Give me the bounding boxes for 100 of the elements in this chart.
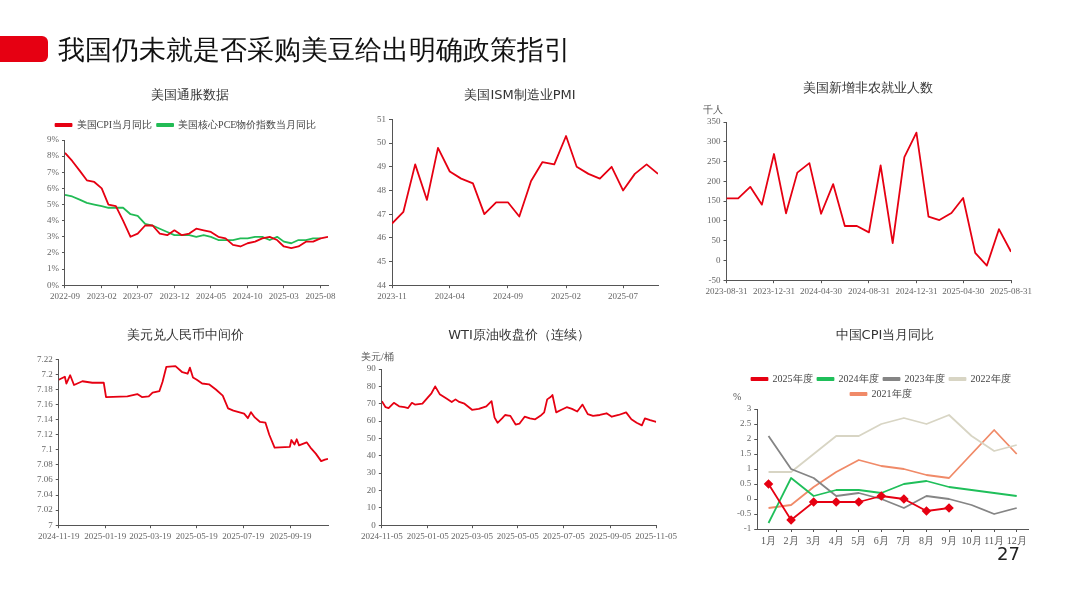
- x-tick-label: 2025-05-19: [175, 530, 219, 541]
- y-tick-label: 0.5: [740, 478, 752, 489]
- x-tick-label: 12月: [1006, 534, 1027, 546]
- x-tick-label: 8月: [918, 534, 934, 546]
- point: [899, 494, 909, 504]
- y-tick-label: 7.2: [41, 368, 53, 379]
- y-tick-label: 50: [366, 432, 377, 443]
- x-tick-label: 2025-09-19: [269, 530, 313, 541]
- chart-title: 美国新增非农就业人数: [801, 79, 934, 97]
- y-tick-label: 48: [377, 184, 387, 195]
- y-tick-label: 7%: [47, 166, 60, 177]
- y-axis-title: 千人: [703, 103, 723, 115]
- x-tick-label: 4月: [828, 534, 844, 546]
- point: [944, 503, 954, 513]
- y-tick-label: 7.14: [37, 414, 54, 425]
- x-tick-label: 2023-12-31: [752, 285, 795, 296]
- y-tick-label: -0.5: [737, 508, 752, 519]
- x-tick-label: 2023-08-31: [705, 285, 748, 296]
- y-tick-label: 49: [377, 161, 387, 172]
- x-tick-label: 2025-02: [551, 290, 582, 301]
- point: [786, 515, 796, 525]
- y-tick-label: 0: [746, 493, 752, 504]
- y-tick-label: 7.18: [37, 383, 54, 394]
- x-tick-label: 2025-08: [305, 290, 337, 301]
- y-tick-label: 60: [366, 415, 377, 426]
- legend-label: 美国核心PCE物价指数当月同比: [178, 118, 317, 130]
- y-tick-label: -1: [743, 523, 752, 534]
- point: [854, 497, 864, 507]
- y-tick-label: 1%: [47, 263, 60, 274]
- x-tick-label: 10月: [961, 534, 982, 546]
- y-tick-label: 6%: [47, 182, 60, 193]
- y-tick-label: 40: [366, 450, 377, 461]
- chart-title: 美国通胀数据: [150, 86, 230, 104]
- x-tick-label: 3月: [806, 534, 822, 546]
- y-tick-label: 7: [48, 519, 54, 530]
- legend-label: 2025年度: [772, 372, 813, 384]
- y-tick-label: 2%: [47, 247, 60, 258]
- y-tick-label: 50: [711, 235, 721, 246]
- y-tick-label: 7.22: [37, 353, 53, 364]
- legend-label: 2022年度: [970, 372, 1011, 384]
- y-tick-label: 3%: [47, 231, 60, 242]
- y-tick-label: 0%: [47, 279, 60, 290]
- y-tick-label: 80: [366, 380, 377, 391]
- x-tick-label: 2023-11: [377, 290, 407, 301]
- x-tick-label: 2025-07: [608, 290, 639, 301]
- y-tick-label: 9%: [47, 134, 60, 145]
- x-tick-label: 2024-12-31: [895, 285, 938, 296]
- y-tick-label: 350: [707, 116, 721, 127]
- x-tick-label: 7月: [896, 534, 912, 546]
- x-tick-label: 11月: [984, 534, 1004, 546]
- text: 我国仍未就是否采购美豆给出明确政策指引: [58, 33, 571, 67]
- x-tick-label: 2024-10: [232, 290, 264, 301]
- y-tick-label: 20: [366, 484, 377, 495]
- y-tick-label: 51: [377, 113, 386, 124]
- y-tick-label: 30: [366, 467, 377, 478]
- y-tick-label: 7.12: [37, 429, 53, 440]
- y-tick-label: 4%: [47, 215, 60, 226]
- legend-label: 2021年度: [871, 387, 912, 399]
- y-tick-label: 44: [377, 279, 387, 290]
- y-tick-label: 200: [707, 175, 721, 186]
- x-tick-label: 2025-01-19: [84, 530, 127, 541]
- y-tick-label: 100: [707, 215, 721, 226]
- y-tick-label: 1: [746, 463, 752, 474]
- x-tick-label: 2024-04-30: [800, 285, 843, 296]
- x-tick-label: 9月: [941, 534, 957, 546]
- x-tick-label: 2024-11-05: [360, 530, 404, 541]
- x-tick-label: 2025-05-05: [496, 530, 540, 541]
- y-tick-label: 250: [707, 155, 721, 166]
- x-tick-label: 2024-05: [195, 290, 227, 301]
- x-tick-label: 2025-04-30: [942, 285, 985, 296]
- y-axis-title: 美元/桶: [361, 350, 394, 362]
- y-tick-label: 45: [377, 255, 387, 266]
- x-tick-label: 2025-11-05: [635, 530, 678, 541]
- y-tick-label: 7.08: [37, 459, 54, 470]
- x-tick-label: 2025-01-05: [406, 530, 450, 541]
- point: [831, 497, 841, 507]
- x-tick-label: 2024-08-31: [847, 285, 890, 296]
- y-tick-label: 3: [746, 403, 752, 414]
- y-tick-label: 7.1: [41, 444, 53, 455]
- x-tick-label: 2025-03-05: [451, 530, 494, 541]
- x-tick-label: 2025-07-19: [222, 530, 265, 541]
- y-tick-label: 300: [707, 136, 721, 147]
- y-tick-label: 2.5: [740, 418, 752, 429]
- x-tick-label: 2023-02: [86, 290, 117, 301]
- y-tick-label: 7.16: [37, 398, 54, 409]
- y-tick-label: 5%: [47, 198, 60, 209]
- chart-title: WTI原油收盘价（连续）: [447, 326, 591, 344]
- y-tick-label: 90: [366, 363, 377, 374]
- y-tick-label: 7.02: [37, 504, 53, 515]
- x-tick-label: 2023-12: [159, 290, 190, 301]
- y-axis-title: %: [733, 390, 742, 402]
- point: [809, 497, 819, 507]
- chart-title: 美国ISM制造业PMI: [463, 86, 577, 104]
- y-tick-label: 8%: [47, 150, 60, 161]
- x-tick-label: 2025-08-31: [990, 285, 1032, 296]
- y-tick-label: 7.06: [37, 474, 54, 485]
- x-tick-label: 1月: [761, 534, 777, 546]
- legend-label: 美国CPI当月同比: [76, 118, 153, 130]
- x-tick-label: 2024-04: [434, 290, 466, 301]
- y-tick-label: 2: [746, 433, 752, 444]
